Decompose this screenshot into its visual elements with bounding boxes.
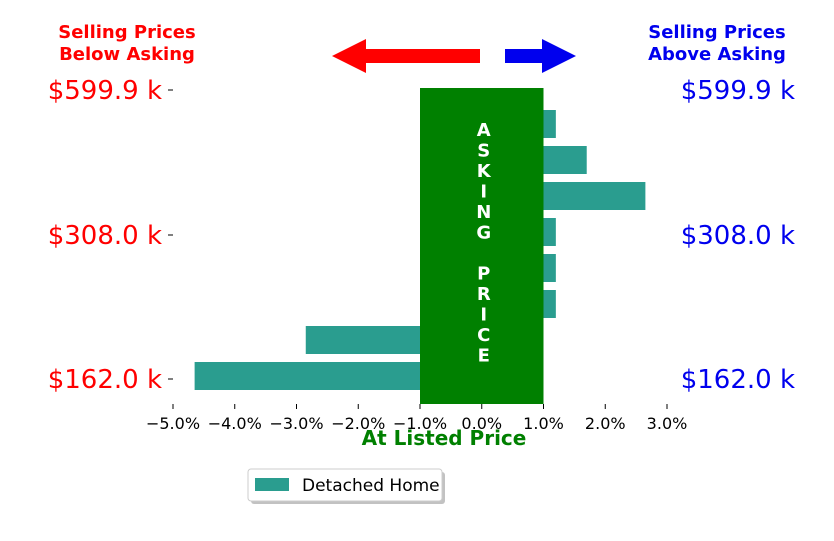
x-tick-label-4: −1.0% [393, 414, 447, 433]
asking-band [420, 88, 544, 404]
x-tick-label-2: −3.0% [269, 414, 323, 433]
legend: Detached Home [247, 468, 445, 504]
asking-band-letter: G [476, 223, 491, 244]
y-labels-layer: $599.9 k $308.0 k $162.0 k $599.9 k $308.0 k… [48, 76, 795, 395]
y-label-left-2: $162.0 k [48, 365, 162, 395]
x-tick-label-7: 2.0% [585, 414, 626, 433]
asking-band-letter: R [477, 284, 491, 305]
asking-band-letter: I [480, 182, 487, 203]
asking-band-letter: I [480, 305, 487, 326]
legend-swatch [255, 478, 289, 491]
asking-band-letter: N [476, 202, 491, 223]
header-left-line2: Below Asking [59, 44, 195, 65]
asking-band-letter: P [477, 264, 490, 285]
header-left-line1: Selling Prices [58, 22, 195, 43]
asking-band-letter: K [477, 161, 492, 182]
arrow-right-icon [505, 39, 576, 73]
header-right-line1: Selling Prices [648, 22, 785, 43]
x-tick-label-1: −4.0% [208, 414, 262, 433]
x-axis-label: At Listed Price [362, 426, 527, 450]
x-tick-label-5: 0.0% [461, 414, 502, 433]
x-tick-label-0: −5.0% [146, 414, 200, 433]
x-tick-label-3: −2.0% [331, 414, 385, 433]
y-label-right-2: $162.0 k [681, 365, 795, 395]
x-tick-label-8: 3.0% [647, 414, 688, 433]
asking-band-letter: A [477, 120, 491, 141]
x-tick-label-6: 1.0% [523, 414, 564, 433]
y-label-left-0: $599.9 k [48, 76, 162, 106]
asking-band-letter: E [478, 346, 490, 367]
x-axis-layer: −5.0% −4.0% −3.0% −2.0% −1.0% 0.0% 1.0% 2.0% 3.0… [146, 404, 687, 433]
arrow-left-icon [332, 39, 480, 73]
legend-label: Detached Home [302, 476, 440, 496]
asking-band-letter: C [477, 325, 490, 346]
y-label-left-1: $308.0 k [48, 221, 162, 251]
y-label-right-0: $599.9 k [681, 76, 795, 106]
header-right-line2: Above Asking [648, 44, 786, 65]
y-label-right-1: $308.0 k [681, 221, 795, 251]
asking-band-letter: S [477, 141, 490, 162]
